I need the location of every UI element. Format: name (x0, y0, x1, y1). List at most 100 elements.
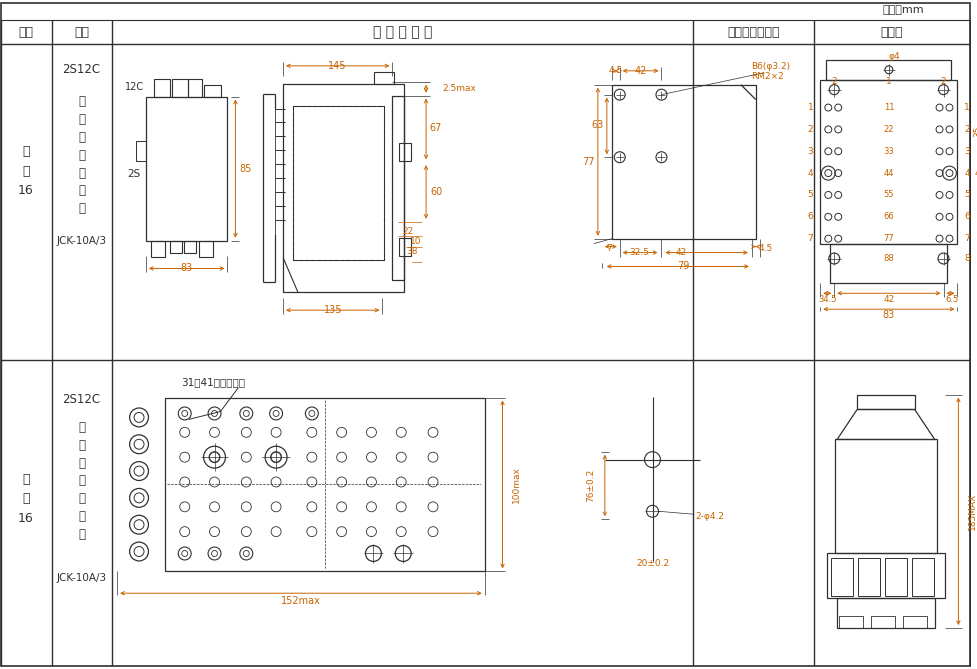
Text: 线: 线 (78, 202, 85, 215)
Text: 2: 2 (940, 77, 946, 86)
Bar (829, 244, 947, 284)
Bar (150, 241, 165, 256)
Text: 板: 板 (78, 474, 85, 488)
Text: 4.5: 4.5 (758, 244, 772, 253)
Text: 前: 前 (78, 492, 85, 505)
Text: 板: 板 (78, 149, 85, 162)
Text: 77: 77 (882, 234, 893, 243)
Text: 式: 式 (78, 457, 85, 470)
Text: 图号: 图号 (19, 25, 33, 39)
Text: 2S12C: 2S12C (63, 393, 101, 406)
Bar (172, 79, 188, 96)
Bar (184, 241, 195, 253)
Bar (399, 143, 410, 161)
Text: 6: 6 (963, 212, 969, 221)
Text: 152max: 152max (280, 596, 320, 606)
Text: 结构: 结构 (74, 25, 89, 39)
Bar (188, 79, 201, 96)
Text: 1: 1 (963, 103, 969, 112)
Bar (293, 106, 384, 260)
Text: 145: 145 (328, 61, 347, 71)
Text: 42: 42 (634, 66, 646, 76)
Text: 3: 3 (963, 147, 969, 156)
Text: 接: 接 (78, 510, 85, 523)
Text: 端子图: 端子图 (879, 25, 902, 39)
Text: B6(φ3.2): B6(φ3.2) (750, 62, 789, 72)
Text: 77: 77 (581, 157, 594, 167)
Text: 38: 38 (406, 247, 417, 256)
Bar (170, 241, 182, 253)
Bar (836, 598, 934, 628)
Text: 4.5: 4.5 (608, 66, 622, 76)
Text: 4: 4 (963, 169, 969, 177)
Text: 单位：mm: 单位：mm (882, 5, 923, 15)
Bar (282, 84, 404, 292)
Text: 2: 2 (830, 77, 836, 86)
Text: 20±0.2: 20±0.2 (635, 559, 668, 568)
Text: 16: 16 (18, 185, 33, 197)
Text: 33: 33 (882, 147, 893, 156)
Text: JCK-10A/3: JCK-10A/3 (57, 235, 106, 246)
Bar (136, 141, 146, 161)
Text: 图: 图 (22, 165, 29, 178)
Bar (857, 559, 879, 596)
Bar (820, 80, 956, 244)
Text: 1: 1 (807, 103, 813, 112)
Text: 7: 7 (807, 234, 813, 243)
Bar (392, 96, 404, 280)
Text: 31、41为电流端子: 31、41为电流端子 (182, 377, 245, 387)
Text: 安装开孔尺尸图: 安装开孔尺尸图 (727, 25, 780, 39)
Text: 6.5: 6.5 (945, 295, 958, 304)
Bar (153, 79, 170, 96)
Text: 2S: 2S (127, 169, 140, 179)
Text: 接: 接 (78, 185, 85, 197)
Text: 2: 2 (963, 125, 969, 134)
Text: 83: 83 (181, 264, 192, 274)
Text: 5: 5 (807, 191, 813, 199)
Text: 4: 4 (807, 169, 813, 177)
Text: 85: 85 (239, 164, 251, 174)
Bar (856, 395, 913, 409)
Text: 185MAX: 185MAX (967, 492, 976, 530)
Text: 2-φ4.2: 2-φ4.2 (695, 512, 724, 520)
Text: 42: 42 (675, 248, 686, 257)
Bar (834, 440, 936, 553)
Text: 6: 6 (807, 212, 813, 221)
Text: 7: 7 (606, 244, 611, 253)
Text: 42: 42 (882, 295, 894, 304)
Text: 83: 83 (882, 310, 894, 320)
Text: 12C: 12C (124, 82, 144, 92)
Text: 2: 2 (807, 125, 813, 134)
Text: JCK-10A/3: JCK-10A/3 (57, 573, 106, 583)
Text: 5: 5 (963, 191, 969, 199)
Bar (871, 616, 894, 628)
Text: 35: 35 (972, 126, 977, 137)
Bar (203, 85, 221, 96)
Text: 后: 后 (78, 167, 85, 179)
Bar (198, 241, 212, 256)
Bar (826, 60, 951, 80)
Text: 10: 10 (410, 237, 421, 246)
Bar (838, 616, 862, 628)
Bar (374, 72, 394, 84)
Text: φ4: φ4 (887, 52, 899, 62)
Text: 88: 88 (882, 254, 893, 263)
Text: 16: 16 (18, 512, 33, 525)
Text: 22: 22 (403, 227, 413, 236)
Bar (612, 85, 755, 239)
Text: 76±0.2: 76±0.2 (586, 469, 595, 502)
Text: 8: 8 (963, 254, 969, 263)
Text: 附: 附 (22, 472, 29, 486)
Text: 22: 22 (883, 125, 893, 134)
Text: 44: 44 (883, 169, 893, 177)
Text: 出: 出 (78, 439, 85, 452)
Bar (884, 559, 906, 596)
Text: 图: 图 (22, 492, 29, 505)
Text: 2S12C: 2S12C (63, 64, 101, 76)
Bar (146, 96, 228, 241)
Bar (830, 559, 852, 596)
Text: 7: 7 (963, 234, 969, 243)
Text: 55: 55 (883, 191, 893, 199)
Text: 1: 1 (885, 77, 891, 86)
Text: 100max: 100max (511, 466, 521, 503)
